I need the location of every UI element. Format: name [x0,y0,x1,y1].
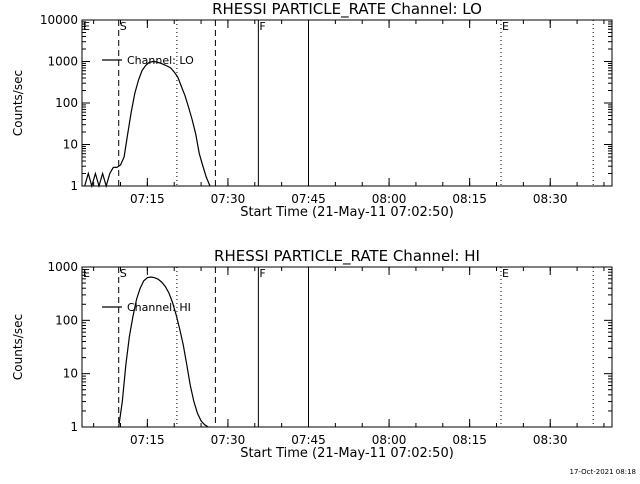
x-tick-label: 08:00 [372,433,407,447]
y-tick-label: 1000 [47,260,78,274]
event-marker-label: E [502,267,509,280]
x-axis-label-lo: Start Time (21-May-11 07:02:50) [240,205,454,220]
y-axis-label-lo: Counts/sec [11,70,25,136]
x-axis-label-hi: Start Time (21-May-11 07:02:50) [240,446,454,461]
event-marker-label: F [259,20,265,33]
chart-title-hi: RHESSI PARTICLE_RATE Channel: HI [214,247,480,266]
y-tick-label: 10 [63,367,78,381]
x-tick-label: 08:30 [533,192,568,206]
plot-frame [81,266,613,428]
x-tick-label: 08:15 [452,192,487,206]
y-tick-label: 1 [70,420,78,434]
x-tick-label: 07:15 [130,433,165,447]
panel-lo-channel: RHESSI PARTICLE_RATE Channel: LO Start T… [11,0,613,220]
y-tick-label: 10000 [40,13,78,27]
plot-frame [81,19,613,187]
x-tick-label: 07:15 [130,192,165,206]
event-marker-label: E [502,20,509,33]
event-marker-label: E [83,267,90,280]
event-marker-label: S [120,267,127,280]
render-timestamp: 17-Oct-2021 08:18 [570,468,636,476]
y-tick-label: 100 [55,313,78,327]
event-marker-label: F [259,267,265,280]
y-tick-label: 10 [63,138,78,152]
event-marker-label: E [83,20,90,33]
y-axis-label-hi: Counts/sec [11,314,25,380]
x-tick-label: 07:30 [211,433,246,447]
y-tick-label: 100 [55,96,78,110]
series-line-channel-lo [84,60,211,189]
y-tick-label: 1000 [47,55,78,69]
y-tick-label: 1 [70,179,78,193]
x-tick-label: 07:45 [291,433,326,447]
chart-title-lo: RHESSI PARTICLE_RATE Channel: LO [212,0,482,19]
x-tick-label: 08:15 [452,433,487,447]
panel-hi-channel: RHESSI PARTICLE_RATE Channel: HI Start T… [11,247,613,461]
event-marker-label: S [120,20,127,33]
series-line-channel-hi [118,276,209,428]
x-tick-label: 08:00 [372,192,407,206]
x-tick-label: 08:30 [533,433,568,447]
x-tick-label: 07:30 [211,192,246,206]
legend-label-hi: Channel: HI [127,301,191,314]
x-tick-label: 07:45 [291,192,326,206]
legend-label-lo: Channel: LO [127,54,194,67]
